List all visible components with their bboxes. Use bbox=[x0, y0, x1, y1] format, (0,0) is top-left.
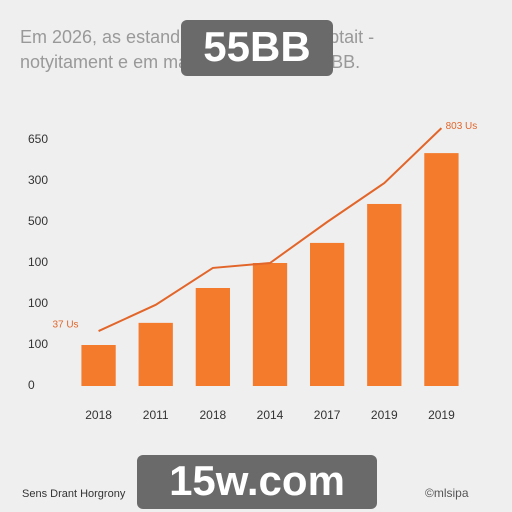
x-tick-label: 2011 bbox=[143, 408, 169, 422]
bar bbox=[424, 153, 459, 386]
y-tick-label: 0 bbox=[28, 378, 35, 392]
x-tick-label: 2014 bbox=[257, 408, 284, 422]
bar bbox=[81, 345, 116, 386]
y-tick-label: 100 bbox=[28, 337, 48, 351]
watermark: 15w.com bbox=[169, 457, 345, 504]
watermark: 55BB bbox=[203, 23, 310, 70]
y-tick-label: 100 bbox=[28, 255, 48, 269]
bar bbox=[252, 263, 288, 386]
bar bbox=[195, 288, 230, 386]
footer-source: Sens Drant Horgrony bbox=[22, 488, 126, 500]
x-tick-label: 2018 bbox=[200, 408, 227, 422]
x-tick-label: 2017 bbox=[314, 408, 341, 422]
x-tick-label: 2019 bbox=[371, 408, 398, 422]
x-tick-label: 2019 bbox=[428, 408, 455, 422]
trend-line bbox=[98, 127, 443, 332]
y-tick-label: 650 bbox=[28, 132, 48, 146]
x-tick-label: 2018 bbox=[85, 408, 112, 422]
bar bbox=[367, 203, 402, 386]
annotation: 803 Us bbox=[446, 121, 478, 132]
footer-brand: ©mlsipa bbox=[425, 486, 469, 500]
y-tick-label: 100 bbox=[28, 296, 48, 310]
y-tick-label: 500 bbox=[28, 214, 48, 228]
bar bbox=[138, 322, 173, 386]
y-tick-label: 300 bbox=[28, 173, 48, 187]
watermark-box bbox=[181, 20, 333, 76]
watermark-box bbox=[137, 455, 377, 509]
annotation: 37 Us bbox=[52, 320, 78, 331]
bar bbox=[310, 242, 345, 386]
